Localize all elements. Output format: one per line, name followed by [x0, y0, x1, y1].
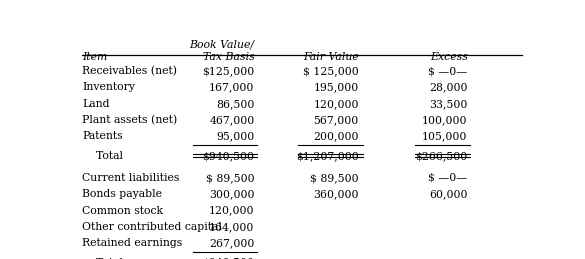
Text: Current liabilities: Current liabilities [82, 173, 180, 183]
Text: Inventory: Inventory [82, 82, 135, 92]
Text: 360,000: 360,000 [313, 189, 359, 199]
Text: 267,000: 267,000 [209, 238, 254, 248]
Text: Other contributed capital: Other contributed capital [82, 222, 222, 232]
Text: Retained earnings: Retained earnings [82, 238, 183, 248]
Text: Bonds payable: Bonds payable [82, 189, 162, 199]
Text: Total: Total [82, 151, 123, 161]
Text: 164,000: 164,000 [209, 222, 254, 232]
Text: $ 89,500: $ 89,500 [310, 173, 359, 183]
Text: 120,000: 120,000 [209, 206, 254, 215]
Text: 28,000: 28,000 [429, 82, 467, 92]
Text: 467,000: 467,000 [209, 115, 254, 125]
Text: 200,000: 200,000 [313, 132, 359, 141]
Text: Excess: Excess [430, 52, 467, 62]
Text: $940,500: $940,500 [202, 151, 254, 161]
Text: Plant assets (net): Plant assets (net) [82, 115, 177, 125]
Text: 86,500: 86,500 [216, 99, 254, 109]
Text: Land: Land [82, 99, 110, 109]
Text: $ —0—: $ —0— [428, 173, 467, 183]
Text: $266,500: $266,500 [415, 151, 467, 161]
Text: Item: Item [82, 52, 108, 62]
Text: Patents: Patents [82, 132, 123, 141]
Text: $ 89,500: $ 89,500 [206, 173, 254, 183]
Text: Tax Basis: Tax Basis [203, 52, 254, 62]
Text: 300,000: 300,000 [209, 189, 254, 199]
Text: 567,000: 567,000 [314, 115, 359, 125]
Text: $1,207,000: $1,207,000 [296, 151, 359, 161]
Text: 95,000: 95,000 [216, 132, 254, 141]
Text: $125,000: $125,000 [202, 66, 254, 76]
Text: Fair Value: Fair Value [303, 52, 359, 62]
Text: $ 125,000: $ 125,000 [303, 66, 359, 76]
Text: $940,500: $940,500 [202, 257, 254, 259]
Text: Common stock: Common stock [82, 206, 163, 215]
Text: 33,500: 33,500 [429, 99, 467, 109]
Text: Book Value/: Book Value/ [190, 39, 254, 49]
Text: 195,000: 195,000 [314, 82, 359, 92]
Text: 100,000: 100,000 [422, 115, 467, 125]
Text: Receivables (net): Receivables (net) [82, 66, 177, 76]
Text: 120,000: 120,000 [313, 99, 359, 109]
Text: 167,000: 167,000 [209, 82, 254, 92]
Text: Total: Total [82, 257, 123, 259]
Text: 60,000: 60,000 [429, 189, 467, 199]
Text: $ —0—: $ —0— [428, 66, 467, 76]
Text: 105,000: 105,000 [422, 132, 467, 141]
